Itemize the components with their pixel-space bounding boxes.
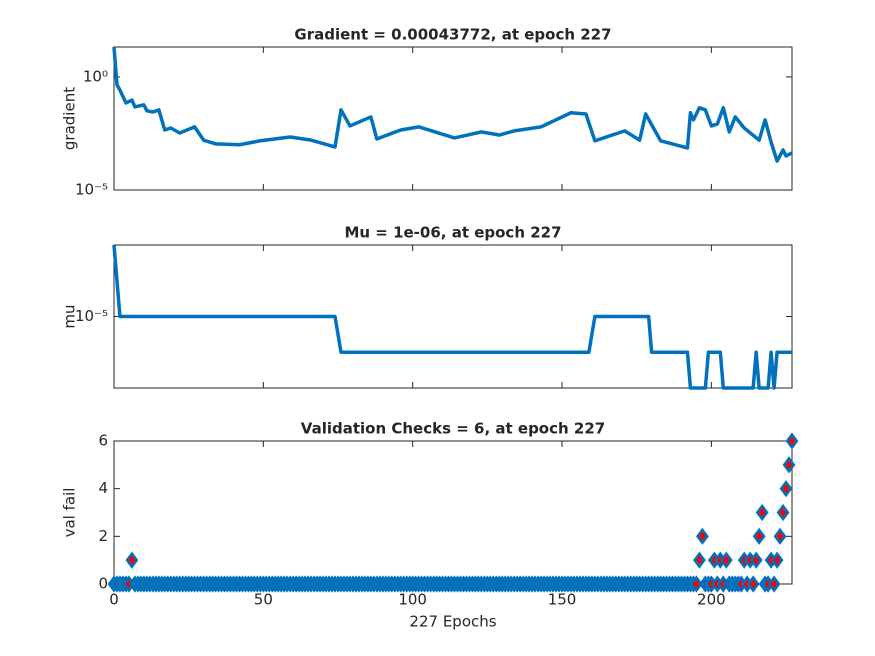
data-point	[692, 551, 706, 569]
x-tick-label: 50	[254, 591, 273, 609]
y-tick-label: 2	[98, 527, 108, 545]
chart-title: Mu = 1e-06, at epoch 227	[344, 224, 561, 242]
axes-box	[113, 46, 793, 191]
chart-title: Gradient = 0.00043772, at epoch 227	[294, 26, 611, 44]
y-axis-label: gradient	[61, 87, 79, 150]
y-tick-label: 10⁰	[83, 67, 108, 85]
data-point	[719, 551, 733, 569]
data-point	[752, 527, 766, 545]
chart-title: Validation Checks = 6, at epoch 227	[301, 420, 605, 438]
data-point	[785, 432, 799, 450]
x-tick-label: 200	[697, 591, 726, 609]
data-point	[749, 551, 763, 569]
data-point	[689, 575, 703, 593]
y-tick-label: 6	[98, 432, 108, 450]
data-point	[755, 503, 769, 522]
data-point	[746, 575, 760, 593]
y-tick-label: 4	[98, 479, 108, 497]
axes-box	[113, 440, 793, 585]
x-tick-label: 0	[109, 591, 119, 609]
data-point	[773, 527, 787, 545]
x-tick-label: 150	[548, 591, 577, 609]
y-axis-label: val fail	[61, 488, 79, 538]
data-point	[776, 503, 790, 522]
x-axis-label: 227 Epochs	[409, 613, 496, 631]
y-tick-label: 0	[98, 575, 108, 593]
data-point	[767, 575, 781, 593]
y-tick-label: 10⁻⁵	[75, 307, 108, 325]
y-axis-label: mu	[61, 304, 79, 328]
data-line	[112, 46, 793, 163]
data-point	[125, 551, 139, 569]
data-point	[779, 480, 793, 498]
data-point	[782, 456, 796, 474]
data-point	[770, 551, 784, 569]
data-point	[695, 527, 709, 545]
data-line	[112, 244, 792, 390]
x-tick-label: 100	[398, 591, 427, 609]
y-tick-label: 10⁻⁵	[75, 181, 108, 199]
